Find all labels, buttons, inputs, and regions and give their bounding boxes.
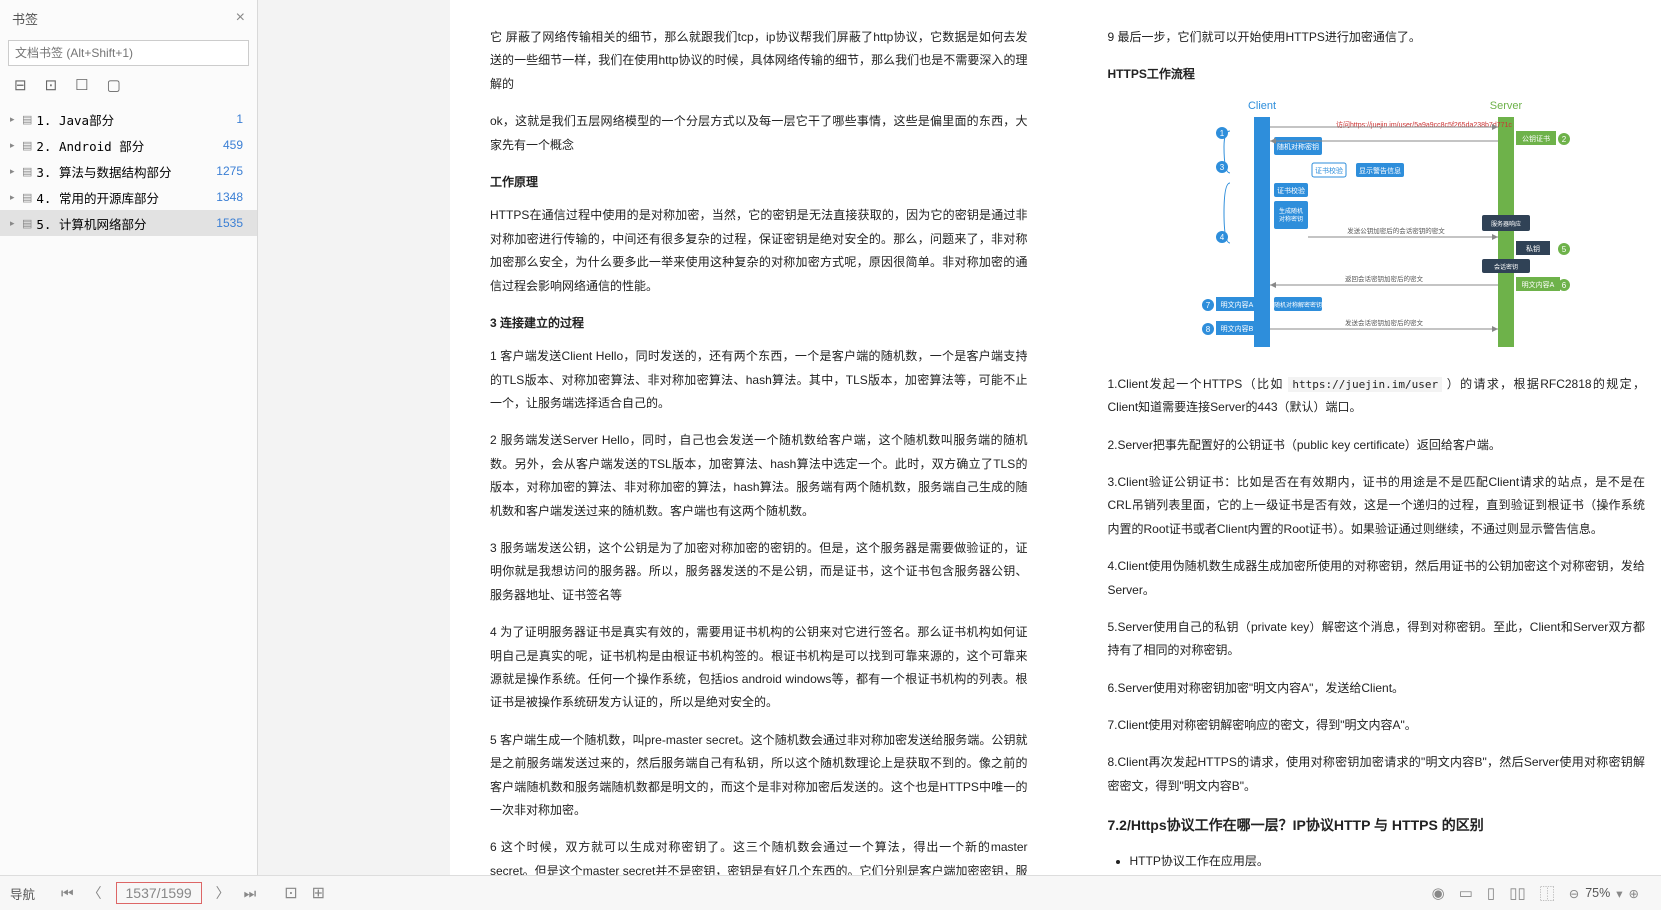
- status-bar: 导航 ⏮ 〈 1537/1599 〉 ⏭ ⊡ ⊞ ◉ ▭ ▯ ▯▯ ⿰ ⊖ 75…: [0, 875, 1661, 910]
- section-heading: 3 连接建立的过程: [490, 312, 1028, 335]
- fit-width-icon[interactable]: ⊡: [284, 883, 297, 903]
- bookmark-search-input[interactable]: [8, 40, 249, 66]
- svg-text:6: 6: [1562, 281, 1567, 290]
- collapse-icon[interactable]: ⊡: [45, 76, 58, 94]
- bookmark-item[interactable]: ▸▤2. Android 部分459: [0, 132, 257, 158]
- layout-2-icon[interactable]: ▯: [1487, 884, 1495, 902]
- paragraph: 2.Server把事先配置好的公钥证书（public key certifica…: [1108, 434, 1646, 457]
- bookmark-item[interactable]: ▸▤4. 常用的开源库部分1348: [0, 184, 257, 210]
- next-page-icon[interactable]: 〉: [216, 883, 230, 903]
- last-page-icon[interactable]: ⏭: [244, 885, 257, 902]
- first-page-icon[interactable]: ⏮: [61, 885, 74, 902]
- section-heading: HTTPS工作流程: [1108, 63, 1646, 86]
- svg-text:5: 5: [1562, 245, 1567, 254]
- client-title: Client: [1248, 100, 1276, 112]
- page-number-input[interactable]: 1537/1599: [116, 882, 202, 904]
- svg-text:4: 4: [1220, 233, 1225, 242]
- left-column: 它 屏蔽了网络传输相关的细节，那么就跟我们tcp，ip协议帮我们屏蔽了http协…: [450, 0, 1068, 875]
- https-flow-diagram: Client Server 访问https://juejin.im/user/5…: [1108, 97, 1646, 357]
- svg-text:发送公钥加密后的会话密钥的密文: 发送公钥加密后的会话密钥的密文: [1348, 226, 1446, 235]
- paragraph: 6 这个时候，双方就可以生成对称密钥了。这三个随机数会通过一个算法，得出一个新的…: [490, 836, 1028, 875]
- svg-text:7: 7: [1206, 301, 1211, 310]
- zoom-out-icon[interactable]: ⊖: [1569, 886, 1579, 901]
- paragraph: 3.Client验证公钥证书：比如是否在有效期内，证书的用途是不是匹配Clien…: [1108, 471, 1646, 541]
- svg-text:访问https://juejin.im/user/5a9a9: 访问https://juejin.im/user/5a9a9cc8c5f265d…: [1336, 120, 1512, 129]
- layout-3-icon[interactable]: ▯▯: [1509, 884, 1526, 902]
- nav-label: 导航: [0, 884, 35, 903]
- paragraph: 1 客户端发送Client Hello，同时发送的，还有两个东西，一个是客户端的…: [490, 345, 1028, 415]
- svg-text:发送会话密钥加密后的密文: 发送会话密钥加密后的密文: [1345, 318, 1424, 327]
- paragraph: 8.Client再次发起HTTPS的请求，使用对称密钥加密请求的"明文内容B"，…: [1108, 751, 1646, 798]
- svg-text:随机对称解密密钥: 随机对称解密密钥: [1274, 301, 1322, 309]
- svg-text:显示警告信息: 显示警告信息: [1359, 166, 1401, 175]
- layout-1-icon[interactable]: ▭: [1459, 884, 1473, 902]
- svg-text:明文内容B: 明文内容B: [1221, 324, 1254, 333]
- svg-text:对称密钥: 对称密钥: [1279, 215, 1303, 223]
- fit-page-icon[interactable]: ⊞: [312, 883, 325, 903]
- svg-text:生成随机: 生成随机: [1279, 207, 1303, 215]
- sidebar-title: 书签: [12, 9, 38, 28]
- paragraph: 5 客户端生成一个随机数，叫pre-master secret。这个随机数会通过…: [490, 729, 1028, 823]
- list-item: HTTP协议工作在应用层。: [1130, 850, 1646, 873]
- svg-text:2: 2: [1562, 135, 1567, 144]
- server-lifeline: [1498, 117, 1514, 347]
- svg-text:随机对称密钥: 随机对称密钥: [1277, 142, 1319, 151]
- section-heading: 7.2/Https协议工作在哪一层？IP协议HTTP 与 HTTPS 的区别: [1108, 812, 1646, 839]
- paragraph: 4 为了证明服务器证书是真实有效的，需要用证书机构的公钥来对它进行签名。那么证书…: [490, 621, 1028, 715]
- bookmark-list: ▸▤1. Java部分1▸▤2. Android 部分459▸▤3. 算法与数据…: [0, 104, 257, 238]
- eye-icon[interactable]: ◉: [1432, 884, 1445, 902]
- prev-page-icon[interactable]: 〈: [88, 883, 102, 903]
- svg-text:1: 1: [1220, 129, 1225, 138]
- svg-text:证书校验: 证书校验: [1277, 186, 1305, 195]
- server-title: Server: [1490, 100, 1523, 112]
- paragraph: 它 屏蔽了网络传输相关的细节，那么就跟我们tcp，ip协议帮我们屏蔽了http协…: [490, 26, 1028, 96]
- zoom-in-icon[interactable]: ⊕: [1629, 886, 1639, 901]
- bookmark-icon[interactable]: ☐: [75, 76, 88, 94]
- right-column: 9 最后一步，它们就可以开始使用HTTPS进行加密通信了。 HTTPS工作流程 …: [1068, 0, 1661, 875]
- paragraph: 4.Client使用伪随机数生成器生成加密所使用的对称密钥，然后用证书的公钥加密…: [1108, 555, 1646, 602]
- document-page: 它 屏蔽了网络传输相关的细节，那么就跟我们tcp，ip协议帮我们屏蔽了http协…: [450, 0, 1661, 875]
- paragraph: 3 服务端发送公钥，这个公钥是为了加密对称加密的密钥的。但是，这个服务器是需要做…: [490, 537, 1028, 607]
- svg-text:明文内容A: 明文内容A: [1522, 280, 1555, 289]
- paragraph: 6.Server使用对称密钥加密"明文内容A"，发送给Client。: [1108, 677, 1646, 700]
- zoom-dropdown-icon[interactable]: ▾: [1616, 886, 1622, 901]
- paragraph: ok，这就是我们五层网络模型的一个分层方式以及每一层它干了哪些事情，这些是偏里面…: [490, 110, 1028, 157]
- svg-text:公钥证书: 公钥证书: [1522, 134, 1550, 143]
- bookmark-alt-icon[interactable]: ▢: [107, 76, 121, 94]
- bookmark-item[interactable]: ▸▤1. Java部分1: [0, 106, 257, 132]
- paragraph: 2 服务端发送Server Hello，同时，自己也会发送一个随机数给客户端，这…: [490, 429, 1028, 523]
- client-lifeline: [1254, 117, 1270, 347]
- document-viewport: 它 屏蔽了网络传输相关的细节，那么就跟我们tcp，ip协议帮我们屏蔽了http协…: [258, 0, 1661, 875]
- bookmark-item[interactable]: ▸▤3. 算法与数据结构部分1275: [0, 158, 257, 184]
- close-icon[interactable]: ×: [236, 9, 245, 27]
- bookmark-item[interactable]: ▸▤5. 计算机网络部分1535: [0, 210, 257, 236]
- zoom-percent: 75%: [1585, 886, 1610, 900]
- svg-text:会话密钥: 会话密钥: [1494, 263, 1518, 271]
- paragraph: HTTPS在通信过程中使用的是对称加密，当然，它的密钥是无法直接获取的，因为它的…: [490, 204, 1028, 298]
- section-heading: 工作原理: [490, 171, 1028, 194]
- svg-text:8: 8: [1206, 325, 1211, 334]
- bookmark-sidebar: 书签 × ⊟ ⊡ ☐ ▢ ▸▤1. Java部分1▸▤2. Android 部分…: [0, 0, 258, 875]
- paragraph: 7.Client使用对称密钥解密响应的密文，得到"明文内容A"。: [1108, 714, 1646, 737]
- code-url: https://juejin.im/user: [1288, 377, 1442, 392]
- svg-text:服务器响应: 服务器响应: [1491, 220, 1521, 228]
- svg-text:私钥: 私钥: [1526, 244, 1540, 253]
- svg-text:返回会话密钥加密后的密文: 返回会话密钥加密后的密文: [1345, 274, 1424, 283]
- svg-text:明文内容A: 明文内容A: [1221, 300, 1254, 309]
- paragraph: 5.Server使用自己的私钥（private key）解密这个消息，得到对称密…: [1108, 616, 1646, 663]
- paragraph: 1.Client发起一个HTTPS（比如 https://juejin.im/u…: [1108, 373, 1646, 420]
- bookmark-toolbar: ⊟ ⊡ ☐ ▢: [0, 72, 257, 104]
- layout-4-icon[interactable]: ⿰: [1540, 883, 1555, 904]
- svg-text:证书校验: 证书校验: [1315, 166, 1343, 175]
- expand-icon[interactable]: ⊟: [14, 76, 27, 94]
- svg-text:3: 3: [1220, 163, 1225, 172]
- paragraph: 9 最后一步，它们就可以开始使用HTTPS进行加密通信了。: [1108, 26, 1646, 49]
